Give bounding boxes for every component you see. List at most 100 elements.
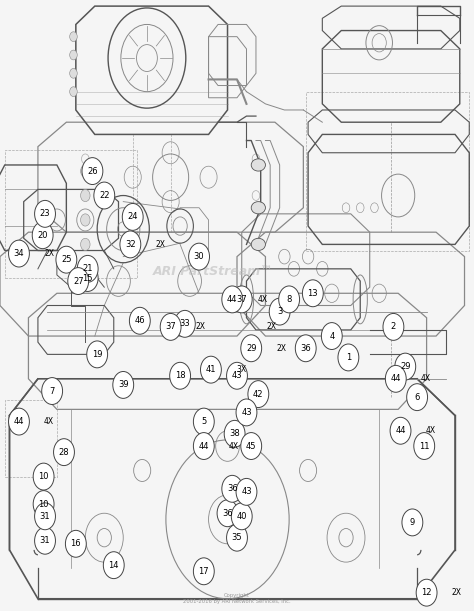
Circle shape (302, 280, 323, 307)
Text: 44: 44 (395, 426, 406, 435)
Circle shape (81, 189, 90, 202)
Circle shape (70, 87, 77, 97)
Text: Copyright
2001-2016 by ARI Network Services, Inc.: Copyright 2001-2016 by ARI Network Servi… (183, 593, 291, 604)
Text: 38: 38 (229, 430, 240, 438)
Circle shape (35, 503, 55, 530)
Circle shape (9, 240, 29, 267)
Circle shape (120, 231, 141, 258)
Text: 4: 4 (329, 332, 335, 340)
Text: 2X: 2X (267, 323, 277, 331)
Circle shape (35, 527, 55, 554)
Circle shape (103, 552, 124, 579)
Text: 19: 19 (92, 350, 102, 359)
Text: 40: 40 (237, 512, 247, 521)
Text: 39: 39 (118, 381, 128, 389)
Text: 29: 29 (246, 344, 256, 353)
Circle shape (241, 433, 262, 459)
Circle shape (236, 399, 257, 426)
Circle shape (33, 491, 54, 518)
Text: 2: 2 (391, 323, 396, 331)
Text: 32: 32 (125, 240, 136, 249)
Circle shape (82, 158, 103, 185)
Text: 37: 37 (165, 323, 176, 331)
Circle shape (222, 286, 243, 313)
Circle shape (94, 182, 115, 209)
Text: 44: 44 (227, 295, 237, 304)
Circle shape (56, 246, 77, 273)
Circle shape (407, 384, 428, 411)
Circle shape (236, 478, 257, 505)
Text: 31: 31 (40, 512, 50, 521)
Text: 2X: 2X (276, 344, 286, 353)
Circle shape (231, 286, 252, 313)
Text: 36: 36 (301, 344, 311, 353)
Text: 17: 17 (199, 567, 209, 576)
Circle shape (77, 255, 98, 282)
Text: 34: 34 (14, 249, 24, 258)
Circle shape (201, 356, 221, 383)
Text: 26: 26 (87, 167, 98, 175)
Circle shape (65, 530, 86, 557)
Text: 24: 24 (128, 213, 138, 221)
Text: 15: 15 (82, 274, 93, 282)
Circle shape (222, 475, 243, 502)
Circle shape (68, 268, 89, 295)
Text: 4X: 4X (257, 295, 267, 304)
Text: 45: 45 (246, 442, 256, 450)
Text: 20: 20 (37, 231, 48, 240)
Text: 36: 36 (227, 485, 237, 493)
Text: 43: 43 (232, 371, 242, 380)
Text: 42: 42 (253, 390, 264, 398)
Text: 2X: 2X (452, 588, 462, 597)
Text: 9: 9 (410, 518, 415, 527)
Text: 12: 12 (421, 588, 432, 597)
Circle shape (9, 408, 29, 435)
Text: 13: 13 (308, 289, 318, 298)
Text: 43: 43 (241, 488, 252, 496)
Text: 44: 44 (391, 375, 401, 383)
Circle shape (70, 68, 77, 78)
Circle shape (402, 509, 423, 536)
Ellipse shape (251, 159, 265, 171)
Text: 3X: 3X (236, 365, 246, 374)
Text: 1: 1 (346, 353, 351, 362)
Text: 10: 10 (38, 500, 49, 508)
Text: 30: 30 (194, 252, 204, 261)
Circle shape (193, 433, 214, 459)
Ellipse shape (251, 238, 265, 251)
Text: 43: 43 (241, 408, 252, 417)
Circle shape (279, 286, 300, 313)
Circle shape (395, 353, 416, 380)
Circle shape (42, 378, 63, 404)
Circle shape (160, 313, 181, 340)
Text: 25: 25 (61, 255, 72, 264)
Ellipse shape (251, 202, 265, 214)
Circle shape (241, 335, 262, 362)
Circle shape (81, 238, 90, 251)
Circle shape (54, 439, 74, 466)
Circle shape (32, 222, 53, 249)
Circle shape (174, 310, 195, 337)
Circle shape (385, 365, 406, 392)
Text: 36: 36 (222, 509, 233, 518)
Circle shape (383, 313, 404, 340)
Circle shape (193, 408, 214, 435)
Circle shape (227, 362, 247, 389)
Text: 4X: 4X (44, 417, 54, 426)
Circle shape (33, 463, 54, 490)
Text: 37: 37 (237, 295, 247, 304)
Circle shape (170, 362, 191, 389)
Text: 23: 23 (40, 210, 50, 218)
Circle shape (77, 265, 98, 291)
Text: 41: 41 (206, 365, 216, 374)
Circle shape (224, 420, 245, 447)
Circle shape (217, 500, 238, 527)
Text: 5: 5 (201, 417, 207, 426)
Text: 4X: 4X (421, 375, 431, 383)
Text: 28: 28 (59, 448, 69, 456)
Text: 46: 46 (135, 316, 145, 325)
Circle shape (248, 381, 269, 408)
Circle shape (227, 524, 247, 551)
Text: 4X: 4X (426, 426, 436, 435)
Circle shape (269, 298, 290, 325)
